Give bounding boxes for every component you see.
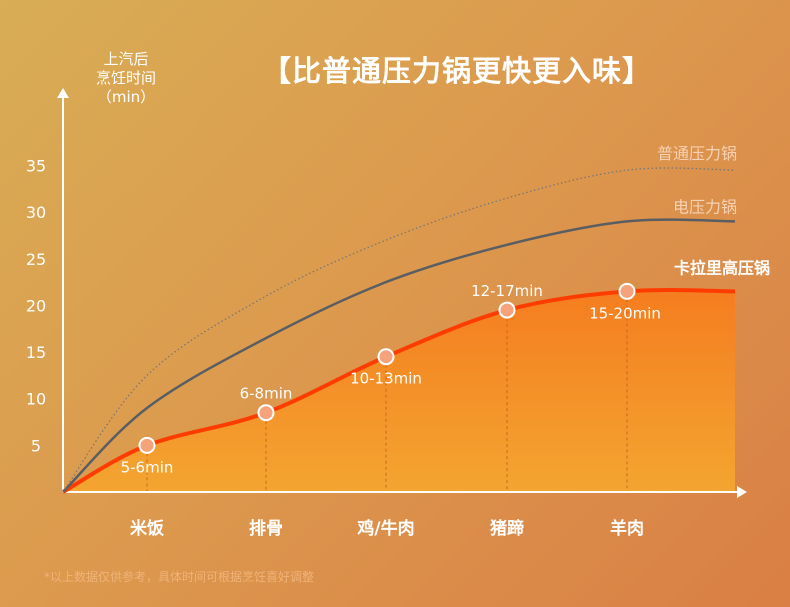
y-tick-label: 25 [26, 250, 46, 269]
series-name-label: 普通压力锅 [657, 144, 737, 163]
y-tick-label: 10 [26, 390, 46, 409]
data-label: 15-20min [589, 304, 661, 322]
data-point-marker [498, 301, 516, 319]
footnote: *以上数据仅供参考，具体时间可根据烹饪喜好调整 [44, 570, 315, 584]
y-axis-title-line-2: 烹饪时间 [95, 69, 156, 87]
x-tick-label: 羊肉 [610, 518, 644, 539]
x-tick-label: 猪蹄 [490, 518, 524, 539]
series-line [62, 218, 736, 493]
data-point-marker [138, 436, 156, 454]
data-label: 10-13min [350, 370, 422, 388]
x-tick-label: 米饭 [130, 518, 164, 539]
x-axis-arrow [737, 486, 747, 498]
series-name-label: 卡拉里高压锅 [674, 258, 770, 277]
data-point-marker [257, 404, 275, 422]
x-tick-label: 排骨 [249, 518, 283, 539]
y-axis-title-line-1: 上汽后 [103, 50, 149, 68]
x-tick-label: 鸡/牛肉 [356, 518, 414, 539]
data-point-marker [377, 348, 395, 366]
data-point-marker [618, 282, 636, 300]
y-tick-label: 30 [26, 203, 46, 222]
y-tick-label: 5 [31, 436, 41, 455]
data-label: 5-6min [121, 458, 174, 476]
series-area-fill [63, 290, 735, 492]
y-axis-title-line-3: （min） [96, 88, 156, 106]
y-tick-label: 35 [26, 156, 46, 175]
data-label: 12-17min [471, 282, 543, 300]
series-name-label: 电压力锅 [673, 197, 737, 216]
y-axis-arrow [57, 88, 69, 98]
y-tick-label: 15 [26, 343, 46, 362]
page-title: 【比普通压力锅更快更入味】 [262, 54, 653, 88]
y-tick-label: 20 [26, 296, 46, 315]
y-axis-title: 上汽后 烹饪时间 （min） [86, 50, 166, 107]
data-label: 6-8min [240, 385, 293, 403]
